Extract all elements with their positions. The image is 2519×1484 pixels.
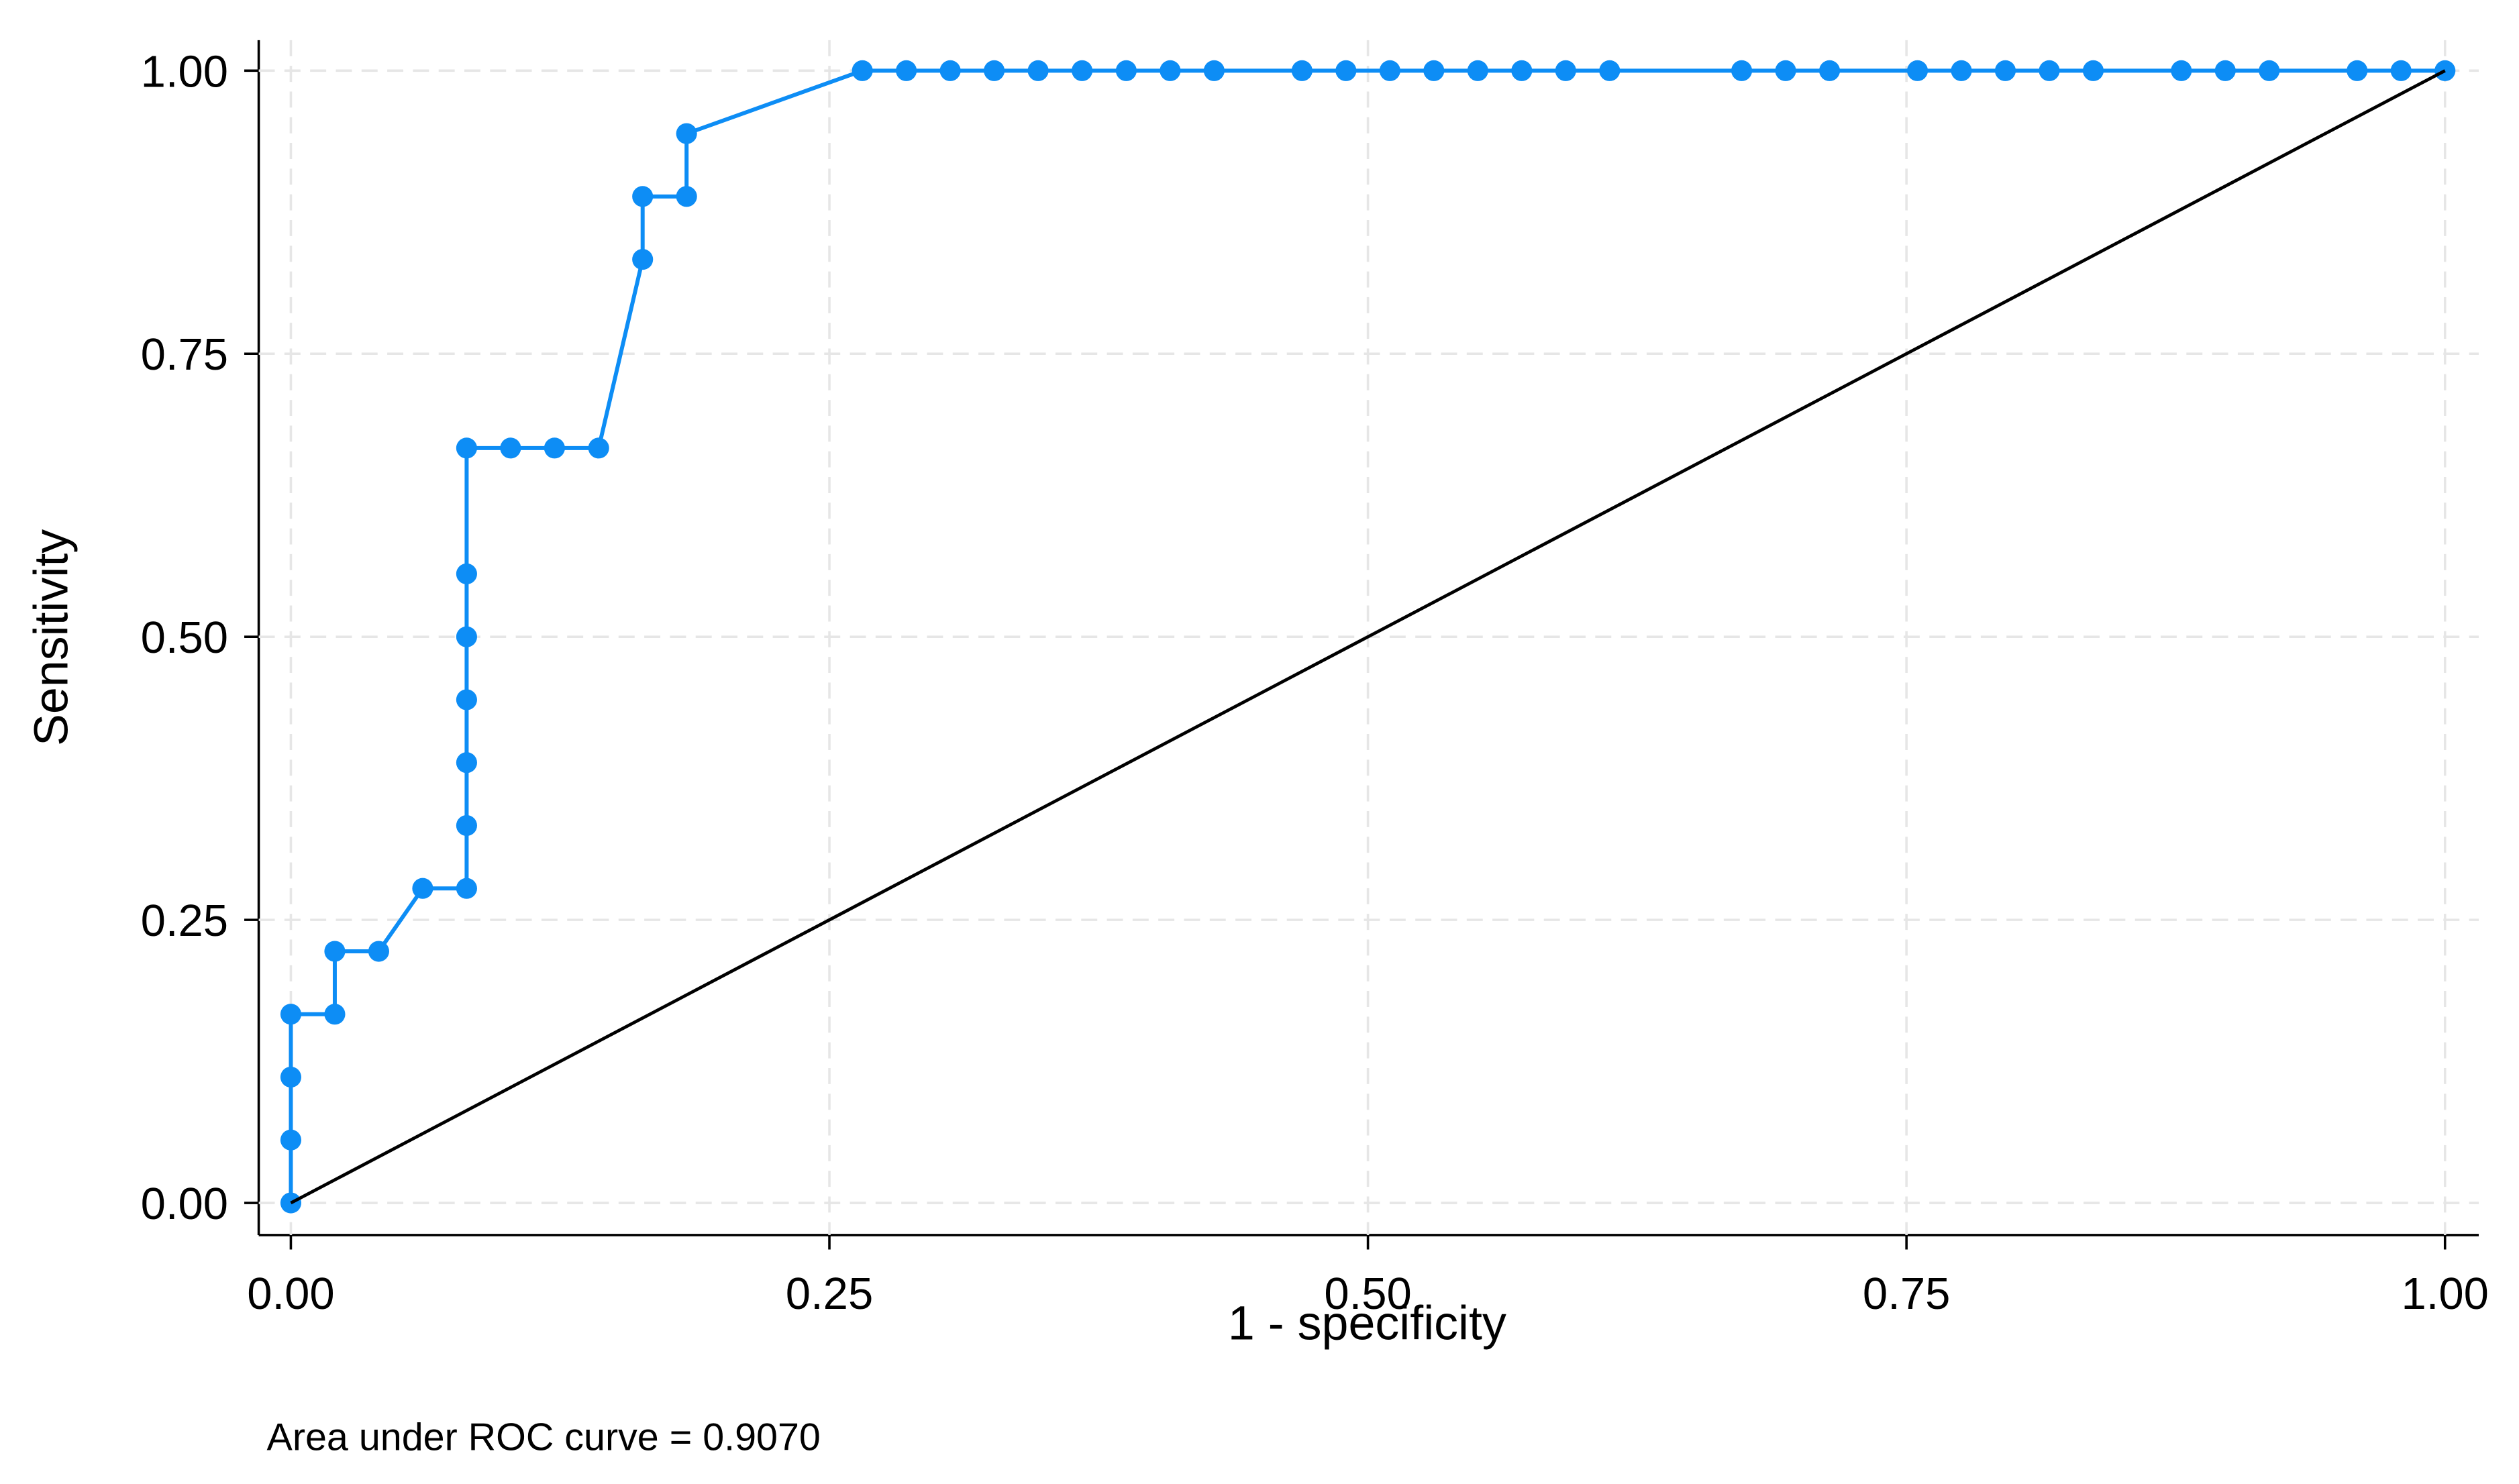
x-axis-label: 1 - specificity — [1228, 1297, 1506, 1350]
point — [1599, 60, 1621, 81]
point — [1423, 60, 1445, 81]
point — [1027, 60, 1049, 81]
point — [2259, 60, 2280, 81]
y-tick-label: 1.00 — [141, 46, 228, 97]
point — [456, 752, 477, 774]
point — [588, 437, 609, 459]
x-tick-label: 0.25 — [786, 1269, 873, 1319]
point — [2390, 60, 2412, 81]
point — [1160, 60, 1181, 81]
point — [412, 878, 433, 899]
point — [280, 1129, 302, 1151]
point — [368, 941, 389, 962]
point — [280, 1066, 302, 1088]
auc-note: Area under ROC curve = 0.9070 — [267, 1416, 821, 1459]
point — [676, 186, 697, 207]
point — [456, 878, 477, 899]
point — [1775, 60, 1796, 81]
point — [676, 123, 697, 144]
point — [456, 626, 477, 647]
point — [852, 60, 873, 81]
point — [1467, 60, 1488, 81]
point — [1994, 60, 2016, 81]
point — [324, 941, 346, 962]
point — [2214, 60, 2236, 81]
x-tick-label: 0.00 — [247, 1269, 334, 1319]
point — [1906, 60, 1929, 81]
point — [1379, 60, 1400, 81]
point — [1511, 60, 1533, 81]
point — [280, 1004, 302, 1025]
point — [1818, 60, 1841, 81]
point — [1555, 60, 1576, 81]
point — [1203, 60, 1225, 81]
point — [1072, 60, 1093, 81]
series-line — [290, 69, 2446, 1205]
point — [456, 437, 477, 459]
point — [939, 60, 961, 81]
point — [1335, 60, 1357, 81]
point — [1291, 60, 1313, 81]
point — [984, 60, 1005, 81]
point — [1115, 60, 1137, 81]
point — [2039, 60, 2060, 81]
point — [1951, 60, 1972, 81]
point — [632, 186, 654, 207]
x-tick-label: 0.50 — [1324, 1269, 1411, 1319]
y-axis-label: Sensitivity — [25, 529, 79, 746]
point — [456, 814, 477, 837]
point — [2171, 60, 2192, 81]
point — [1731, 60, 1753, 81]
point — [456, 563, 477, 584]
point — [324, 1004, 346, 1025]
point — [456, 689, 477, 710]
point — [2347, 60, 2368, 81]
x-tick-label: 0.75 — [1863, 1269, 1950, 1319]
point — [500, 437, 521, 459]
x-tick-label: 1.00 — [2402, 1269, 2489, 1319]
point — [896, 60, 917, 81]
y-tick-label: 0.00 — [141, 1179, 228, 1229]
y-tick-label: 0.25 — [141, 896, 228, 946]
y-tick-label: 0.75 — [141, 329, 228, 380]
point — [2434, 60, 2456, 81]
point — [544, 437, 565, 459]
point — [632, 249, 654, 270]
point — [2082, 60, 2104, 81]
y-tick-label: 0.50 — [141, 613, 228, 663]
